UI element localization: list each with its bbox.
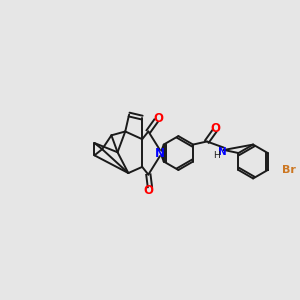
Text: O: O bbox=[153, 112, 164, 125]
Text: O: O bbox=[143, 184, 153, 197]
Text: N: N bbox=[218, 147, 227, 157]
Text: O: O bbox=[210, 122, 220, 135]
Text: H: H bbox=[214, 151, 220, 160]
Text: N: N bbox=[155, 146, 165, 160]
Text: Br: Br bbox=[282, 165, 296, 175]
